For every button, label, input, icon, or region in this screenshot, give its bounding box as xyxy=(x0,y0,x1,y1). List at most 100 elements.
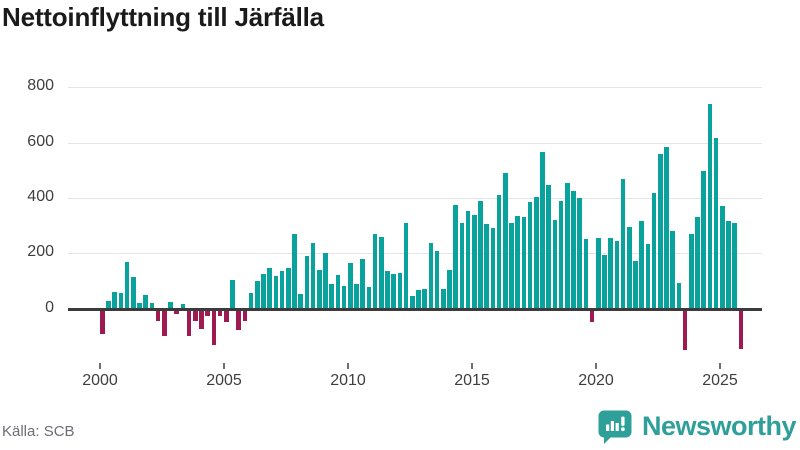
gridline-800 xyxy=(68,87,762,89)
newsworthy-bubble-chart-icon xyxy=(598,408,634,445)
bar-2017-q2 xyxy=(527,202,533,309)
bar-2015-q1 xyxy=(472,214,477,309)
bar-2001-q1 xyxy=(124,261,130,309)
bar-2010-q3 xyxy=(360,258,365,309)
bar-2018-q3 xyxy=(558,200,564,309)
bar-2005-q3 xyxy=(236,308,241,331)
x-tick-mark-2015 xyxy=(471,363,473,369)
bar-2002-q2 xyxy=(155,308,161,322)
x-tick-label-2010: 2010 xyxy=(330,372,366,389)
x-tick-label-2020: 2020 xyxy=(578,372,614,389)
bar-2025-q2 xyxy=(726,221,731,309)
bar-2009-q4 xyxy=(341,286,347,309)
bar-2004-q4 xyxy=(217,308,223,316)
bar-2013-q1 xyxy=(422,288,427,309)
bar-2008-q2 xyxy=(304,256,310,309)
bar-2021-q1 xyxy=(620,179,626,309)
bar-2000-q4 xyxy=(118,292,124,309)
bar-2016-q4 xyxy=(515,215,520,309)
bar-2013-q4 xyxy=(441,288,446,309)
plot-area: 0 200 400 600 800 2000 2005 2010 2015 2020 2025 xyxy=(27,77,762,389)
bar-2021-q3 xyxy=(633,260,638,309)
y-tick-label-600: 600 xyxy=(27,132,54,150)
x-tick-label-2005: 2005 xyxy=(206,372,242,389)
bar-2023-q3 xyxy=(682,308,688,351)
bar-2020-q4 xyxy=(614,240,620,309)
x-tick-mark-2005 xyxy=(223,363,225,369)
bar-2005-q2 xyxy=(230,279,235,309)
bar-2000-q3 xyxy=(112,291,117,309)
bar-2016-q2 xyxy=(503,172,508,309)
x-tick-mark-2000 xyxy=(99,363,101,369)
bar-2019-q4 xyxy=(589,308,595,323)
bar-2020-q3 xyxy=(608,238,613,309)
newsworthy-logo-link[interactable]: Newsworthy xyxy=(598,408,797,445)
bar-2015-q4 xyxy=(490,228,496,309)
bar-2006-q3 xyxy=(261,274,266,309)
source-note: Källa: SCB xyxy=(2,423,75,440)
bar-2010-q2 xyxy=(354,283,359,309)
bar-2011-q3 xyxy=(385,271,390,309)
bar-2002-q1 xyxy=(149,302,155,309)
bar-2016-q1 xyxy=(496,195,502,309)
bar-2000-q2 xyxy=(106,301,111,309)
bar-2011-q2 xyxy=(379,236,384,309)
bar-2024-q3 xyxy=(707,103,713,309)
bar-2024-q2 xyxy=(701,171,706,309)
bar-2006-q1 xyxy=(248,293,254,309)
bar-2004-q1 xyxy=(199,308,204,329)
bar-2017-q4 xyxy=(540,152,545,309)
bar-2015-q3 xyxy=(484,224,489,309)
bar-2007-q1 xyxy=(273,275,279,309)
bar-2000-q1 xyxy=(100,308,105,334)
bar-2004-q3 xyxy=(211,308,217,345)
bar-2007-q3 xyxy=(286,267,291,309)
x-tick-mark-2025 xyxy=(719,363,721,369)
x-tick-label-2025: 2025 xyxy=(702,372,738,389)
bar-2008-q3 xyxy=(310,242,316,309)
gridline-600 xyxy=(68,142,762,144)
bar-2020-q1 xyxy=(596,238,601,309)
newsworthy-wordmark: Newsworthy xyxy=(641,411,797,441)
bar-2004-q2 xyxy=(205,308,210,317)
bar-2007-q2 xyxy=(279,270,285,309)
chart-title: Nettoinflyttning till Järfälla xyxy=(2,2,324,32)
bar-2023-q1 xyxy=(670,230,675,309)
bar-2015-q2 xyxy=(478,201,483,309)
bar-2018-q4 xyxy=(565,182,570,309)
bar-2016-q3 xyxy=(509,222,514,309)
bar-2009-q3 xyxy=(335,274,341,309)
bar-2022-q2 xyxy=(651,192,657,309)
x-tick-mark-2010 xyxy=(347,363,349,369)
bar-2005-q4 xyxy=(242,308,248,322)
bar-2010-q4 xyxy=(366,287,372,309)
bar-2012-q1 xyxy=(397,272,403,309)
bar-2012-q2 xyxy=(403,222,409,309)
bar-2025-q1 xyxy=(720,205,725,309)
bar-2013-q3 xyxy=(434,250,440,309)
bar-2001-q4 xyxy=(143,295,148,309)
y-tick-label-800: 800 xyxy=(27,77,54,95)
bar-2018-q2 xyxy=(552,220,558,309)
bar-2003-q2 xyxy=(180,303,186,309)
bar-2008-q4 xyxy=(317,269,322,309)
bar-2008-q1 xyxy=(298,293,303,309)
bar-2023-q2 xyxy=(676,282,682,309)
bar-2007-q4 xyxy=(292,233,297,309)
bar-2001-q2 xyxy=(131,276,136,309)
bar-2006-q4 xyxy=(267,268,272,309)
bar-2002-q3 xyxy=(162,308,167,337)
bar-2009-q2 xyxy=(329,283,334,309)
bar-2010-q1 xyxy=(348,262,353,309)
bar-2001-q3 xyxy=(137,302,142,309)
bar-2020-q2 xyxy=(602,254,607,309)
bar-2003-q4 xyxy=(193,308,198,322)
bar-2017-q3 xyxy=(534,196,539,309)
bar-2019-q3 xyxy=(583,239,589,309)
bar-2003-q1 xyxy=(174,308,179,315)
bar-2006-q2 xyxy=(255,280,260,309)
bar-2019-q2 xyxy=(577,197,582,309)
bar-2025-q3 xyxy=(732,223,737,309)
bar-2011-q4 xyxy=(391,274,396,309)
